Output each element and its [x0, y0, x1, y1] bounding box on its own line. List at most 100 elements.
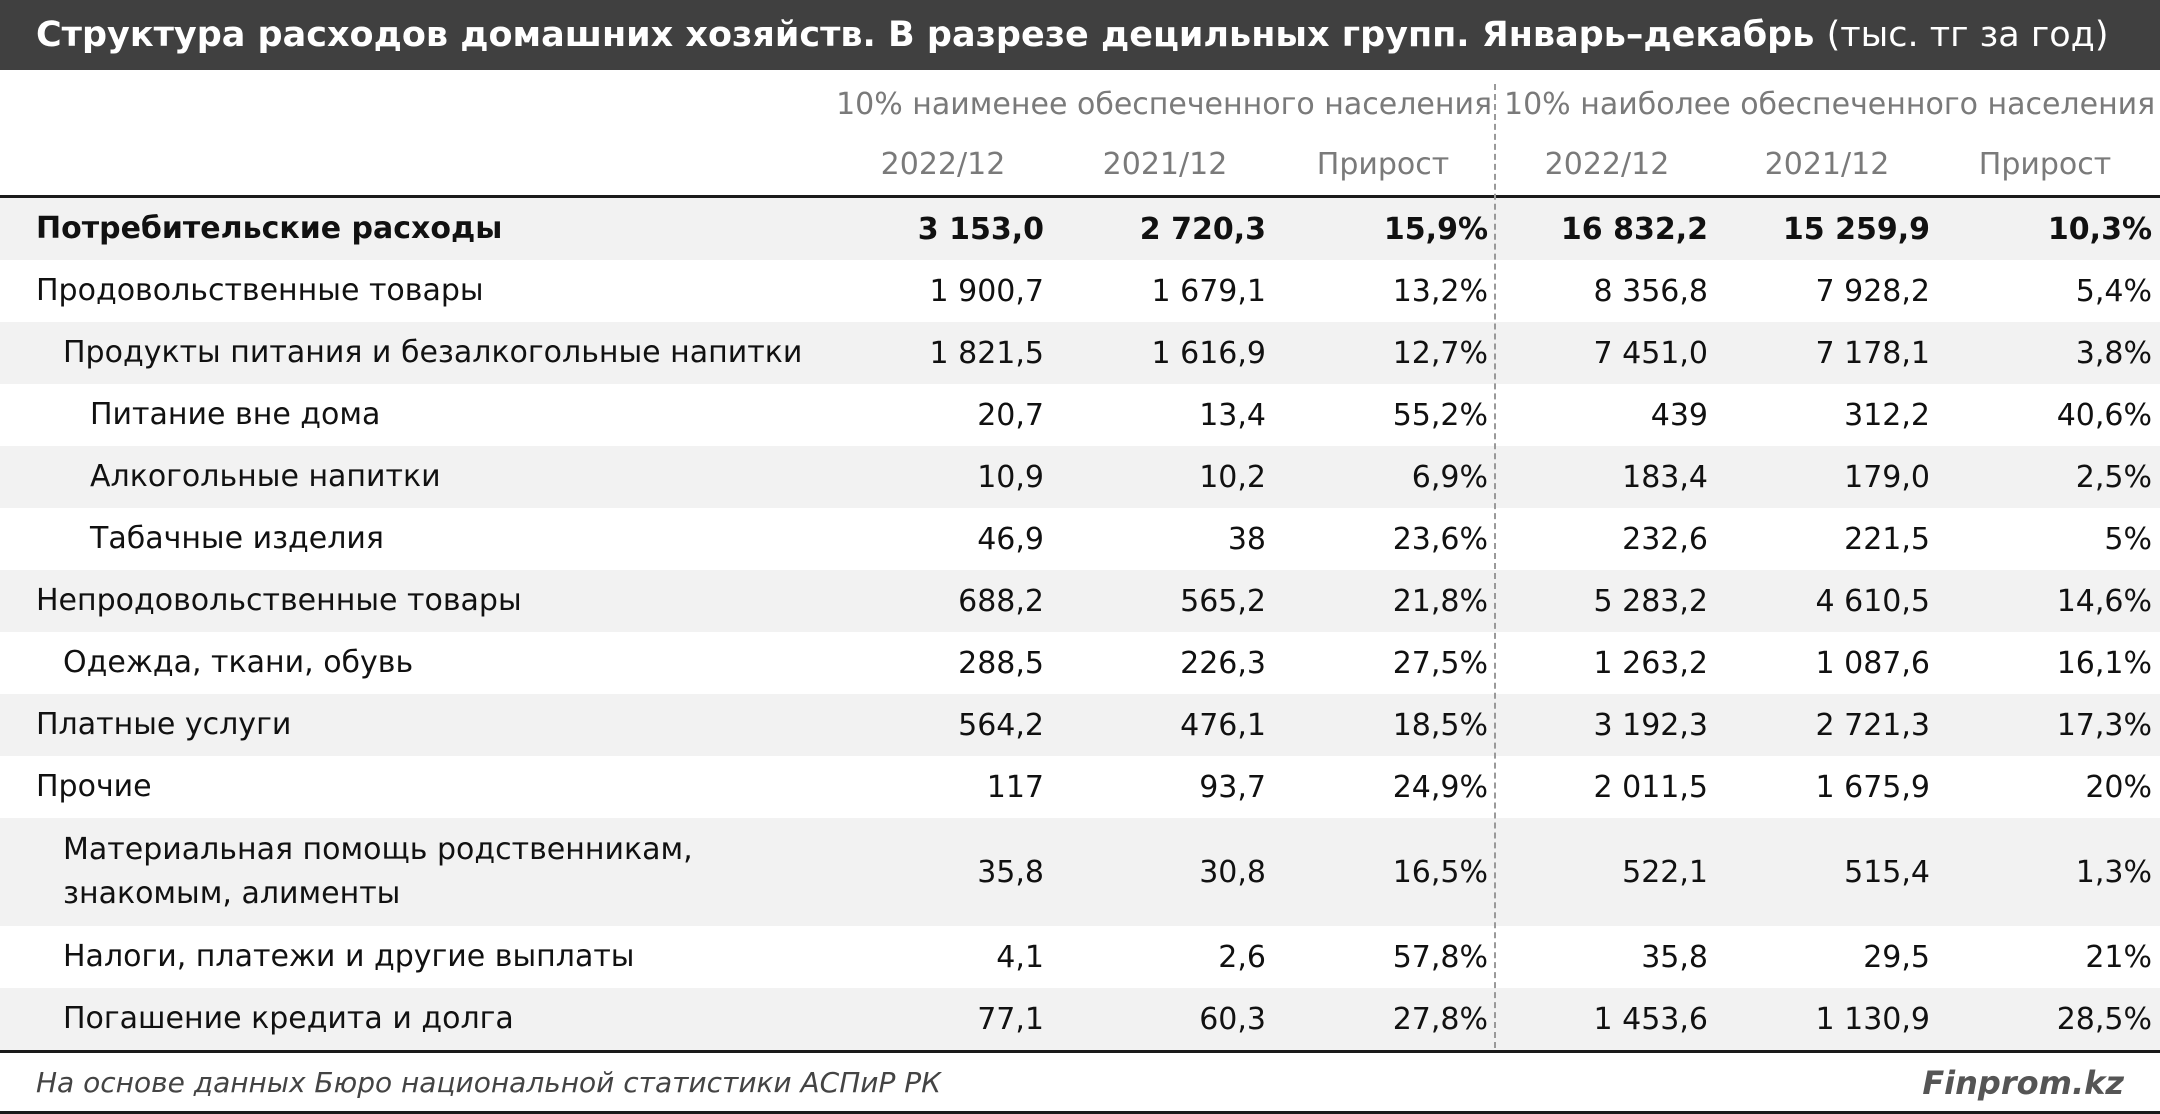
cell-high-2022: 5 283,2 [1593, 583, 1708, 619]
table-row: Табачные изделия 46,9 38 23,6% 232,6 221,5 5% [0, 508, 2160, 570]
cell-high-2022: 3 192,3 [1593, 707, 1708, 743]
source-note: На основе данных Бюро национальной стати… [36, 1066, 942, 1099]
cell-high-growth: 40,6% [2056, 397, 2152, 433]
cell-high-2022: 2 011,5 [1593, 769, 1708, 805]
cell-high-2021: 1 130,9 [1815, 1001, 1930, 1037]
table-row: Прочие 117 93,7 24,9% 2 011,5 1 675,9 20% [0, 756, 2160, 818]
cell-low-2021: 93,7 [1199, 769, 1266, 805]
cell-low-2021: 60,3 [1199, 1001, 1266, 1037]
header-rule [0, 195, 2160, 198]
cell-low-2022: 288,5 [958, 645, 1044, 681]
row-label: Питание вне дома [90, 397, 381, 432]
cell-low-2021: 226,3 [1180, 645, 1266, 681]
cell-low-2022: 1 821,5 [929, 335, 1044, 371]
table-row: Продукты питания и безалкогольные напитк… [0, 322, 2160, 384]
column-header-high-2021: 2021/12 [1764, 147, 1890, 182]
cell-low-growth: 13,2% [1392, 273, 1488, 309]
row-label: Алкогольные напитки [90, 459, 441, 494]
cell-low-2022: 688,2 [958, 583, 1044, 619]
table-row: Материальная помощь родственникам, знако… [0, 818, 2160, 926]
cell-low-growth: 6,9% [1411, 459, 1488, 495]
table-row: Продовольственные товары 1 900,7 1 679,1 13… [0, 260, 2160, 322]
cell-low-2022: 35,8 [977, 854, 1044, 890]
cell-low-growth: 12,7% [1392, 335, 1488, 371]
cell-low-2022: 564,2 [958, 707, 1044, 743]
cell-low-2021: 13,4 [1199, 397, 1266, 433]
cell-high-2021: 15 259,9 [1782, 211, 1930, 247]
cell-low-2021: 476,1 [1180, 707, 1266, 743]
table-row: Непродовольственные товары 688,2 565,2 21,8… [0, 570, 2160, 632]
cell-high-growth: 5% [2104, 521, 2152, 557]
cell-high-growth: 17,3% [2056, 707, 2152, 743]
cell-low-growth: 23,6% [1392, 521, 1488, 557]
cell-high-2021: 179,0 [1844, 459, 1930, 495]
cell-low-2021: 10,2 [1199, 459, 1266, 495]
table-row: Платные услуги 564,2 476,1 18,5% 3 192,3 2 72… [0, 694, 2160, 756]
cell-low-2022: 3 153,0 [917, 211, 1044, 247]
cell-low-2021: 2 720,3 [1139, 211, 1266, 247]
row-label: Потребительские расходы [36, 211, 503, 246]
cell-high-2022: 16 832,2 [1560, 211, 1708, 247]
cell-high-2021: 4 610,5 [1815, 583, 1930, 619]
cell-high-2022: 522,1 [1622, 854, 1708, 890]
row-label: Продовольственные товары [36, 273, 484, 308]
cell-low-growth: 21,8% [1392, 583, 1488, 619]
cell-high-2021: 7 928,2 [1815, 273, 1930, 309]
cell-high-2022: 1 263,2 [1593, 645, 1708, 681]
title-unit: (тыс. тг за год) [1826, 15, 2109, 55]
cell-low-2021: 1 616,9 [1151, 335, 1266, 371]
table-row: Налоги, платежи и другие выплаты 4,1 2,6 57… [0, 926, 2160, 988]
cell-low-2022: 46,9 [977, 521, 1044, 557]
page-title: Структура расходов домашних хозяйств. В … [36, 15, 1815, 55]
cell-high-2022: 8 356,8 [1593, 273, 1708, 309]
cell-high-2021: 1 675,9 [1815, 769, 1930, 805]
table-row: Алкогольные напитки 10,9 10,2 6,9% 183,4 179,… [0, 446, 2160, 508]
cell-low-growth: 16,5% [1392, 854, 1488, 890]
cell-low-2022: 20,7 [977, 397, 1044, 433]
row-label: Материальная помощь родственникам, знако… [63, 832, 693, 911]
row-label: Прочие [36, 769, 152, 804]
table-row: Погашение кредита и долга 77,1 60,3 27,8% 1 … [0, 988, 2160, 1050]
group-header-low: 10% наименее обеспеченного населения [836, 87, 1492, 122]
row-label: Налоги, платежи и другие выплаты [63, 939, 635, 974]
cell-high-2022: 1 453,6 [1593, 1001, 1708, 1037]
column-header-high-growth: Прирост [1978, 147, 2112, 182]
cell-high-2022: 183,4 [1622, 459, 1708, 495]
cell-low-growth: 57,8% [1392, 939, 1488, 975]
column-header-low-growth: Прирост [1316, 147, 1450, 182]
group-header-high: 10% наиболее обеспеченного населения [1504, 87, 2156, 122]
cell-high-2021: 29,5 [1863, 939, 1930, 975]
cell-high-2021: 2 721,3 [1815, 707, 1930, 743]
cell-high-growth: 5,4% [2075, 273, 2152, 309]
cell-high-2021: 221,5 [1844, 521, 1930, 557]
column-header-low-2021: 2021/12 [1102, 147, 1228, 182]
row-label: Одежда, ткани, обувь [63, 645, 414, 680]
row-label: Платные услуги [36, 707, 292, 742]
cell-low-growth: 24,9% [1392, 769, 1488, 805]
row-label: Погашение кредита и долга [63, 1001, 514, 1036]
table-row: Потребительские расходы 3 153,0 2 720,3 15,… [0, 198, 2160, 260]
cell-high-2022: 439 [1650, 397, 1708, 433]
cell-high-growth: 3,8% [2075, 335, 2152, 371]
column-header-low-2022: 2022/12 [880, 147, 1006, 182]
cell-low-2022: 117 [986, 769, 1044, 805]
cell-low-2021: 565,2 [1180, 583, 1266, 619]
bottom-rule [0, 1111, 2160, 1114]
cell-low-growth: 27,5% [1392, 645, 1488, 681]
title-bar: Структура расходов домашних хозяйств. В … [0, 0, 2160, 70]
cell-low-2022: 10,9 [977, 459, 1044, 495]
footer-rule [0, 1050, 2160, 1053]
cell-low-2021: 30,8 [1199, 854, 1266, 890]
cell-high-2021: 1 087,6 [1815, 645, 1930, 681]
cell-high-growth: 10,3% [2047, 211, 2152, 247]
cell-low-2021: 1 679,1 [1151, 273, 1266, 309]
cell-low-2021: 2,6 [1218, 939, 1266, 975]
cell-low-2022: 77,1 [977, 1001, 1044, 1037]
cell-low-growth: 55,2% [1392, 397, 1488, 433]
cell-low-2021: 38 [1227, 521, 1266, 557]
group-divider [1494, 84, 1496, 1048]
cell-high-2022: 35,8 [1641, 939, 1708, 975]
cell-high-growth: 28,5% [2056, 1001, 2152, 1037]
cell-low-2022: 4,1 [996, 939, 1044, 975]
cell-high-growth: 2,5% [2075, 459, 2152, 495]
